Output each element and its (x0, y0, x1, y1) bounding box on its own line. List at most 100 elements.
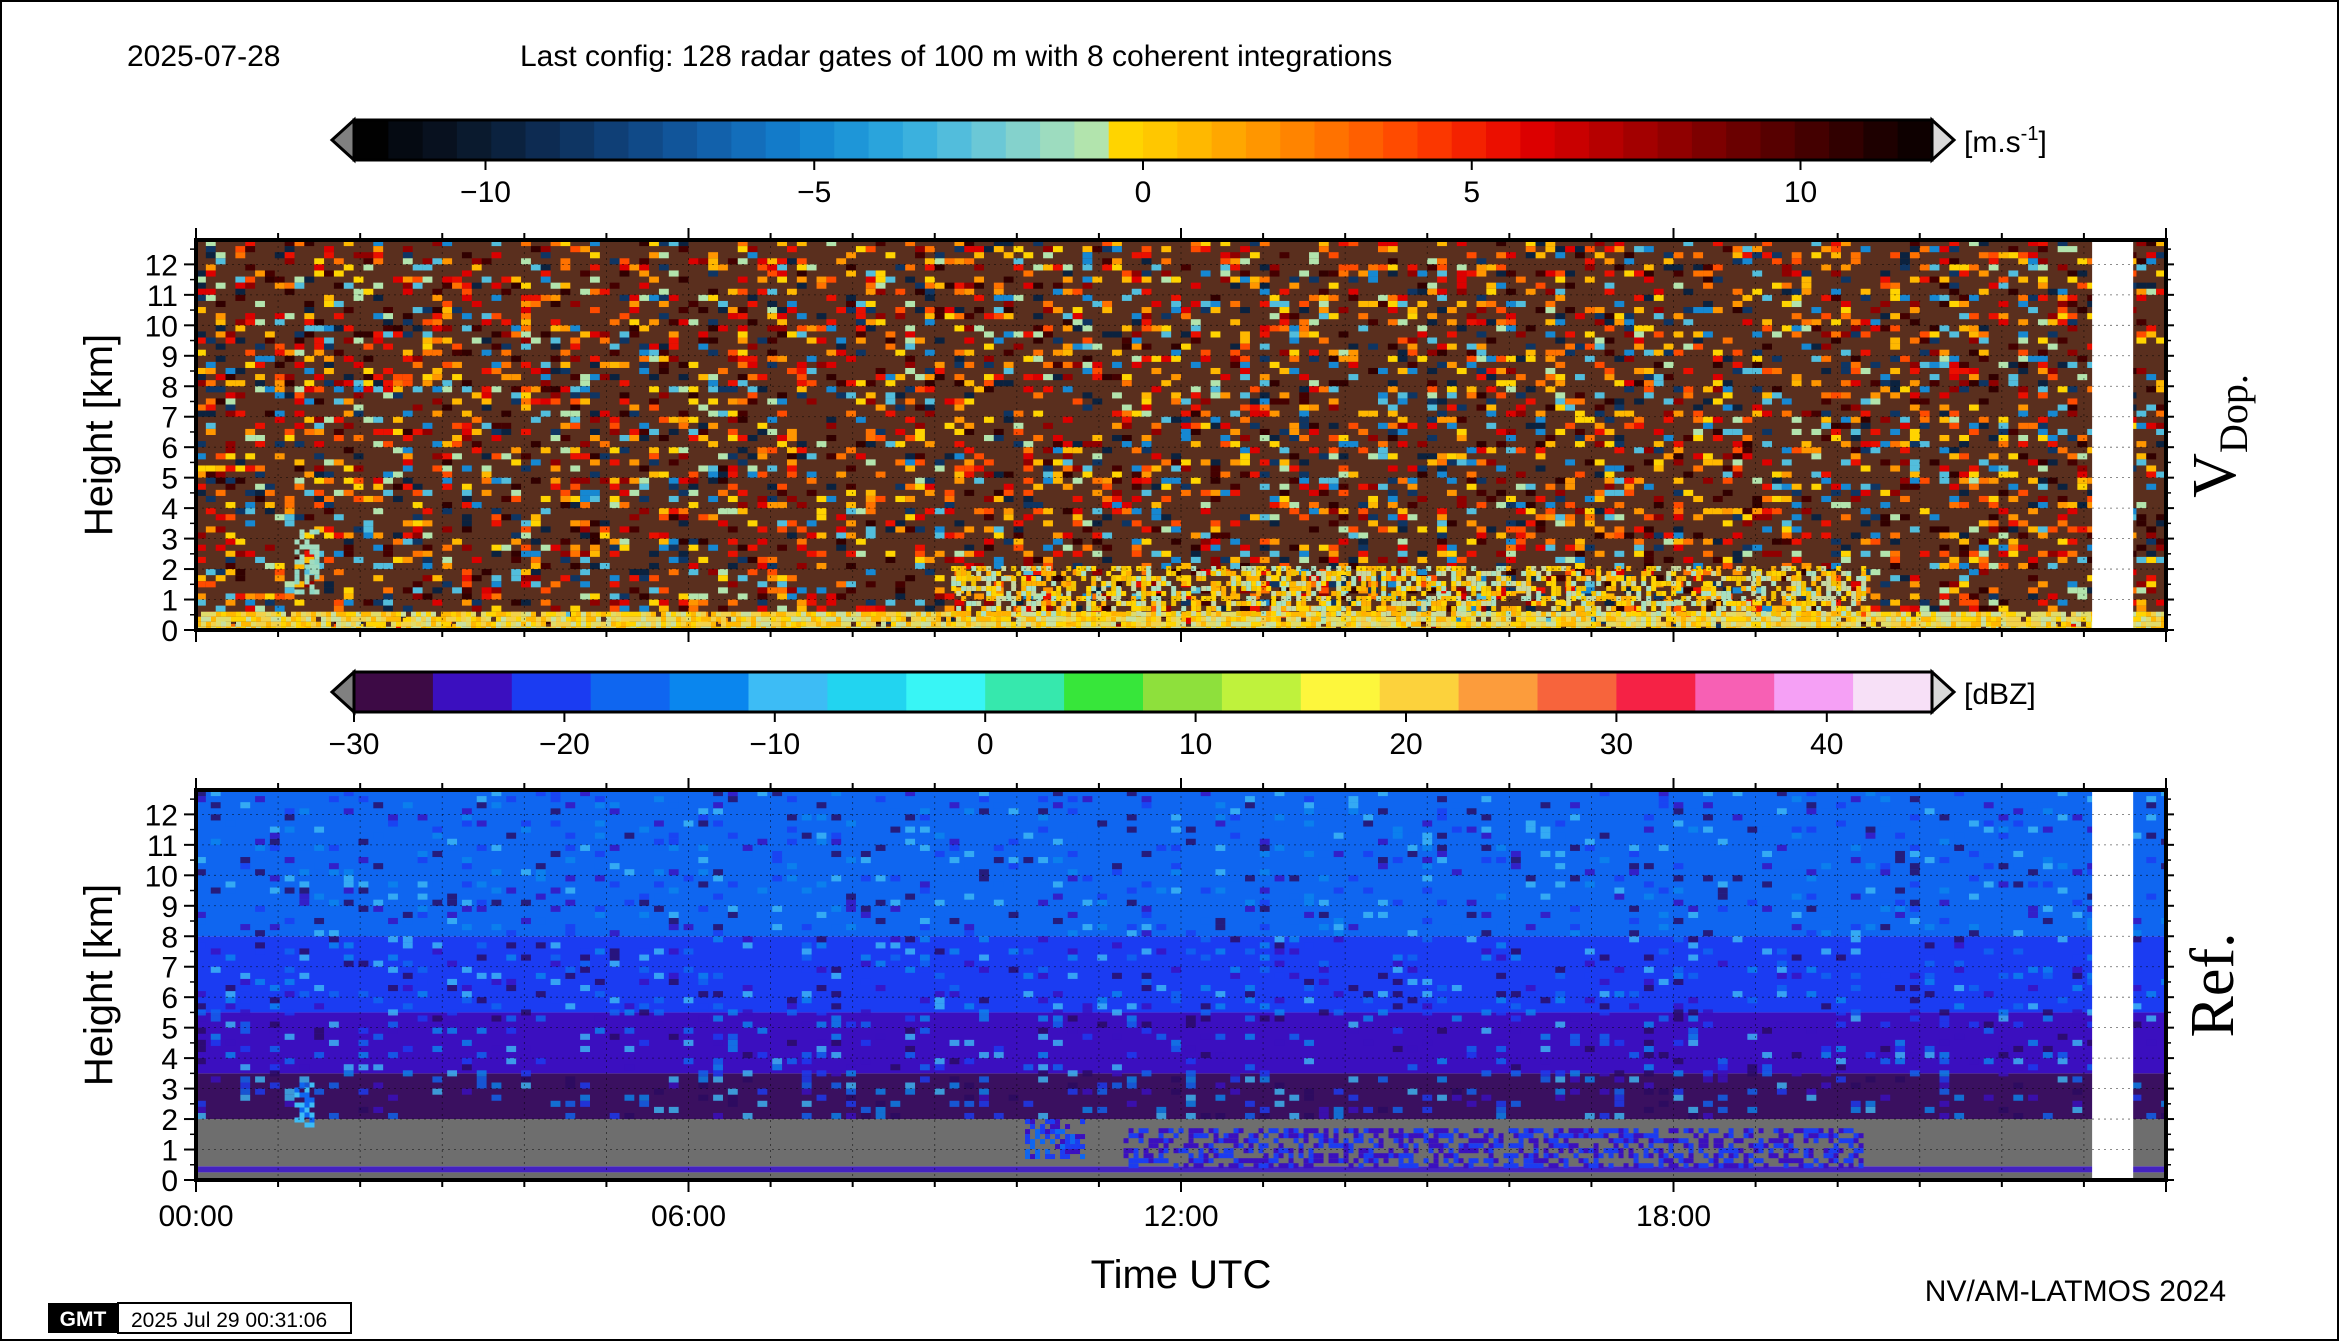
velocity-noise-cell (1023, 441, 1034, 448)
velocity-noise-cell (1112, 410, 1122, 417)
velocity-noise-cell (1456, 593, 1467, 600)
echo-cell (726, 611, 731, 617)
velocity-noise-cell (619, 544, 630, 551)
velocity-noise-cell (1880, 459, 1891, 466)
velocity-noise-cell (855, 313, 866, 320)
velocity-noise-cell (422, 307, 433, 314)
velocity-noise-cell (1988, 587, 1999, 594)
echo-cell (531, 611, 536, 617)
velocity-noise-cell (481, 587, 492, 594)
velocity-noise-cell (599, 526, 610, 533)
echo-cell (1566, 611, 1571, 617)
velocity-noise-cell (353, 453, 364, 460)
velocity-noise-cell (1387, 240, 1398, 247)
velocity-noise-cell (787, 459, 797, 466)
velocity-noise-cell (412, 325, 423, 332)
velocity-noise-cell (1840, 380, 1851, 387)
velocity-noise-cell (1712, 556, 1723, 563)
velocity-noise-cell (1850, 380, 1861, 387)
echo-cell (1311, 611, 1316, 617)
velocity-noise-cell (590, 307, 600, 314)
velocity-noise-cell (698, 337, 709, 344)
velocity-noise-cell (1358, 313, 1369, 320)
velocity-noise-cell (737, 374, 748, 381)
velocity-noise-cell (747, 465, 758, 472)
velocity-noise-cell (205, 581, 216, 588)
velocity-noise-cell (1328, 313, 1339, 320)
velocity-noise-cell (1210, 477, 1221, 484)
velocity-noise-cell (1732, 361, 1743, 368)
velocity-noise-cell (2146, 465, 2157, 472)
velocity-noise-cell (629, 428, 640, 435)
velocity-noise-cell (294, 386, 305, 393)
velocity-noise-cell (1614, 246, 1625, 253)
velocity-noise-cell (412, 428, 423, 435)
velocity-noise-cell (1762, 483, 1772, 490)
velocity-noise-cell (2037, 337, 2048, 344)
velocity-noise-cell (1742, 544, 1753, 551)
velocity-noise-cell (284, 392, 295, 399)
velocity-noise-cell (501, 544, 512, 551)
velocity-noise-cell (1535, 422, 1546, 429)
echo-cell (651, 611, 656, 617)
velocity-noise-cell (1496, 465, 1507, 472)
velocity-noise-cell (452, 587, 462, 594)
echo-cell (1231, 611, 1236, 617)
velocity-noise-cell (915, 599, 925, 606)
velocity-noise-cell (521, 532, 531, 539)
velocity-noise-cell (1742, 246, 1753, 253)
velocity-noise-cell (442, 337, 453, 344)
echo-cell (716, 611, 721, 617)
velocity-noise-cell (1112, 258, 1122, 265)
velocity-noise-cell (1072, 538, 1083, 545)
velocity-noise-cell (550, 240, 561, 247)
velocity-noise-cell (1378, 526, 1388, 533)
velocity-noise-cell (1860, 319, 1871, 326)
colorbar-swatch (1726, 120, 1762, 160)
velocity-noise-cell (481, 258, 492, 265)
velocity-noise-cell (1860, 447, 1871, 454)
velocity-noise-cell (343, 538, 354, 545)
colorbar-swatch (1348, 120, 1384, 160)
velocity-noise-cell (1023, 477, 1034, 484)
velocity-noise-cell (984, 508, 994, 515)
velocity-noise-cell (885, 398, 896, 405)
velocity-noise-cell (1062, 581, 1073, 588)
velocity-noise-cell (1141, 538, 1152, 545)
velocity-noise-cell (570, 404, 581, 411)
velocity-noise-cell (629, 477, 640, 484)
velocity-noise-cell (727, 288, 738, 295)
velocity-noise-cell (1555, 489, 1566, 496)
velocity-noise-cell (1082, 282, 1093, 289)
velocity-noise-cell (1506, 428, 1516, 435)
velocity-noise-cell (1092, 587, 1103, 594)
velocity-noise-cell (412, 386, 423, 393)
velocity-noise-cell (865, 288, 876, 295)
velocity-noise-cell (1082, 294, 1093, 301)
velocity-noise-cell (668, 240, 679, 247)
velocity-noise-cell (1387, 410, 1398, 417)
velocity-noise-cell (1062, 313, 1073, 320)
velocity-noise-cell (1427, 404, 1438, 411)
velocity-noise-cell (885, 374, 896, 381)
velocity-noise-cell (1289, 367, 1300, 375)
echo-cell (751, 611, 756, 617)
velocity-noise-cell (481, 392, 492, 399)
velocity-noise-cell (757, 471, 768, 478)
colorbar-swatch (1863, 120, 1899, 160)
velocity-noise-cell (678, 605, 689, 612)
velocity-noise-cell (1466, 447, 1477, 454)
velocity-noise-cell (905, 526, 916, 533)
velocity-noise-cell (2028, 252, 2038, 259)
echo-cell (1396, 611, 1401, 617)
velocity-noise-cell (205, 398, 216, 405)
velocity-noise-cell (412, 587, 423, 594)
velocity-noise-cell (1959, 593, 1969, 600)
velocity-noise-cell (2018, 300, 2029, 308)
velocity-noise-cell (1604, 282, 1615, 289)
velocity-noise-cell (796, 282, 807, 289)
velocity-noise-cell (1850, 581, 1861, 588)
velocity-noise-cell (530, 538, 541, 545)
velocity-noise-cell (915, 386, 925, 393)
velocity-noise-cell (1437, 343, 1447, 350)
